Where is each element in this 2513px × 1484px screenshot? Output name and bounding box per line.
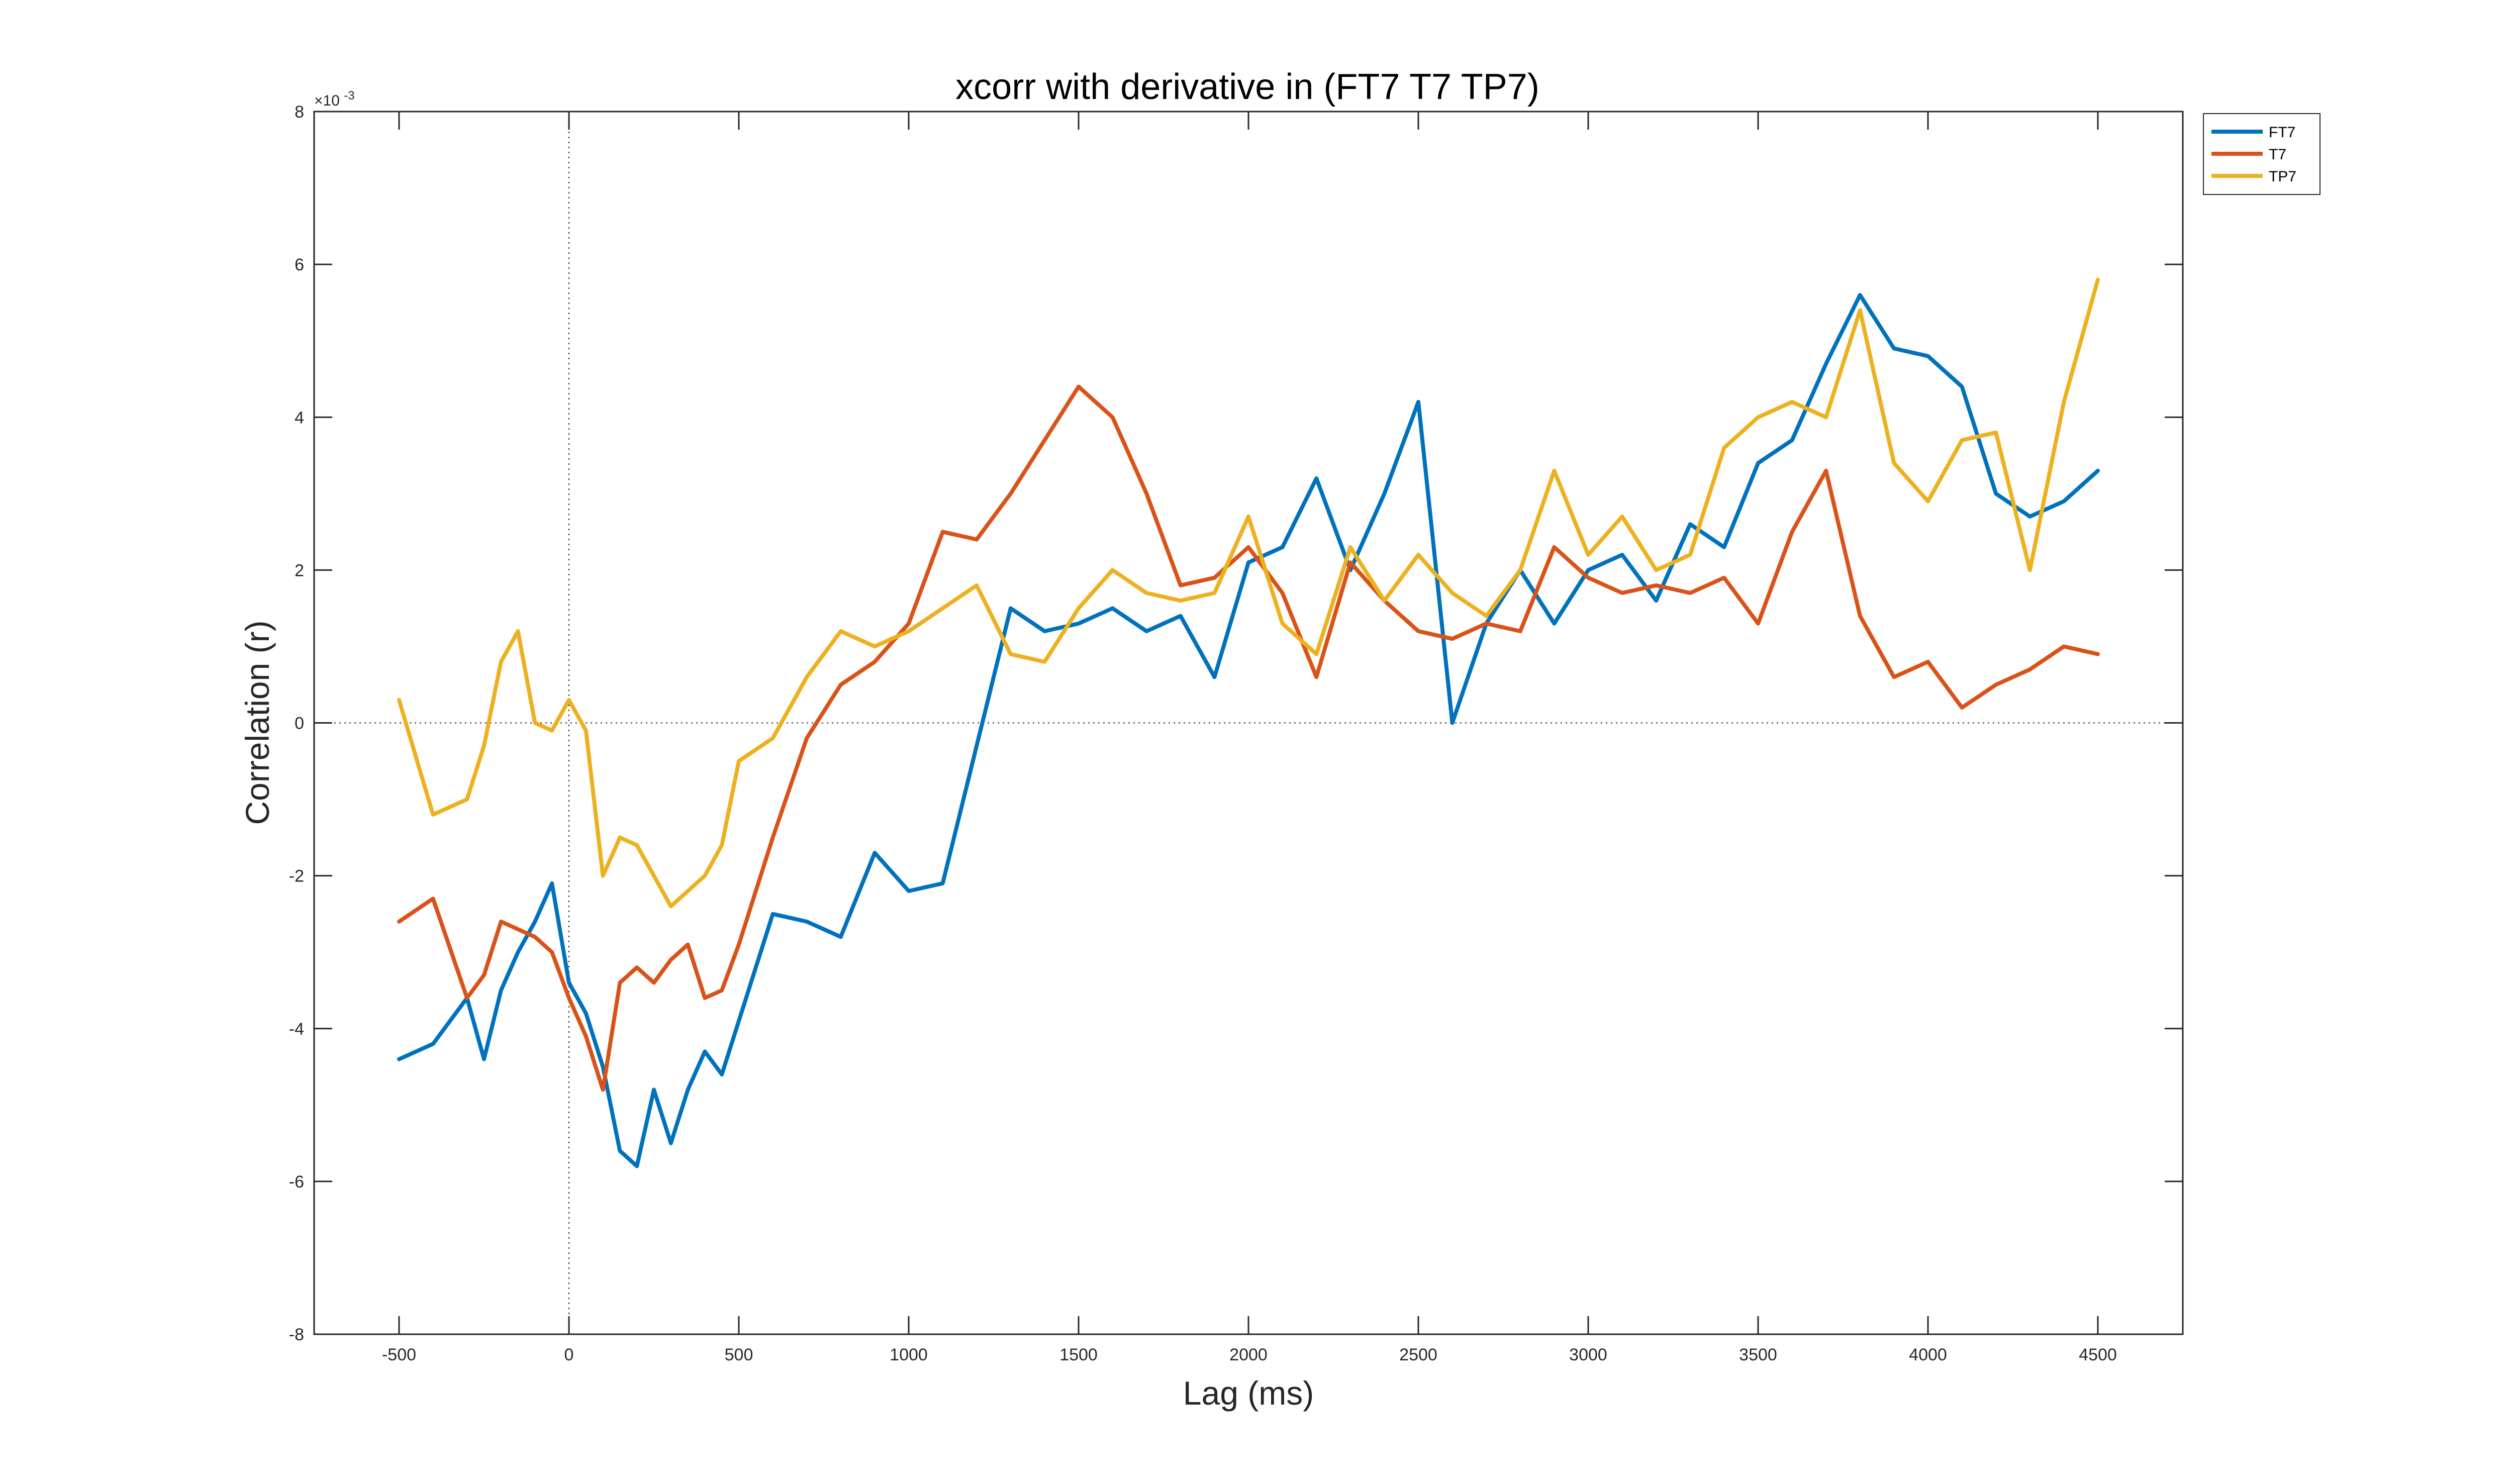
x-tick-label: 0 bbox=[564, 1345, 574, 1364]
x-tick-label: 3500 bbox=[1739, 1345, 1777, 1364]
x-tick-label: 500 bbox=[725, 1345, 753, 1364]
y-tick-label: 8 bbox=[295, 103, 304, 122]
x-tick-label: 1000 bbox=[890, 1345, 928, 1364]
y-tick-label: 6 bbox=[295, 255, 304, 274]
x-axis-label: Lag (ms) bbox=[1183, 1374, 1314, 1412]
y-exponent-base: ×10 bbox=[314, 92, 340, 109]
y-tick-label: -6 bbox=[289, 1172, 304, 1192]
y-exponent-label: ×10 -3 bbox=[314, 89, 355, 109]
x-tick-label: 3000 bbox=[1569, 1345, 1607, 1364]
x-tick-label: 4500 bbox=[2079, 1345, 2117, 1364]
legend-label-t7: T7 bbox=[2269, 146, 2286, 163]
legend-label-tp7: TP7 bbox=[2269, 168, 2296, 185]
x-tick-label: -500 bbox=[382, 1345, 416, 1364]
x-axis: -500 0 500 1000 1500 2000 2500 3000 3500 4000 4500 bbox=[382, 112, 2117, 1364]
series-layer bbox=[397, 277, 2100, 1168]
y-tick-label: 0 bbox=[295, 714, 304, 733]
y-exponent-power: -3 bbox=[344, 89, 354, 103]
series-line-tp7 bbox=[397, 277, 2100, 909]
y-tick-label: -2 bbox=[289, 867, 304, 886]
x-tick-label: 2500 bbox=[1399, 1345, 1437, 1364]
y-tick-label: 2 bbox=[295, 561, 304, 580]
x-tick-label: 2000 bbox=[1229, 1345, 1268, 1364]
series-line-t7 bbox=[397, 384, 2100, 1092]
y-axis: -8 -6 -4 -2 0 2 4 6 8 bbox=[289, 103, 2183, 1344]
legend-label-ft7: FT7 bbox=[2269, 124, 2295, 141]
y-tick-label: -4 bbox=[289, 1020, 304, 1039]
y-tick-label: 4 bbox=[295, 408, 304, 427]
chart-title: xcorr with derivative in (FT7 T7 TP7) bbox=[955, 67, 1539, 107]
x-tick-label: 1500 bbox=[1059, 1345, 1098, 1364]
legend: FT7 T7 TP7 bbox=[2203, 113, 2321, 195]
x-tick-label: 4000 bbox=[1909, 1345, 1947, 1364]
y-axis-label: Correlation (r) bbox=[239, 620, 276, 825]
series-line-ft7 bbox=[397, 293, 2100, 1168]
y-tick-label: -8 bbox=[289, 1325, 304, 1344]
